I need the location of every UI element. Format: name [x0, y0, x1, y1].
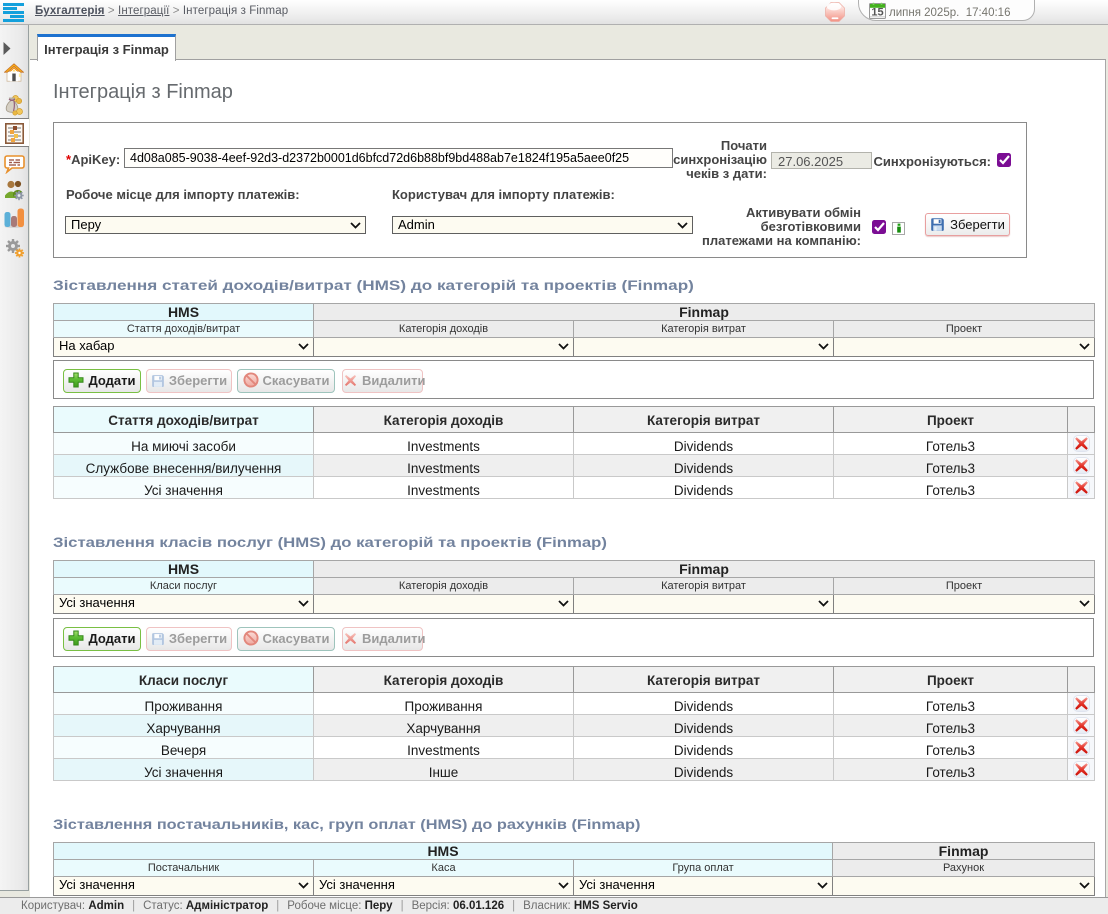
- svg-text:15: 15: [871, 7, 883, 19]
